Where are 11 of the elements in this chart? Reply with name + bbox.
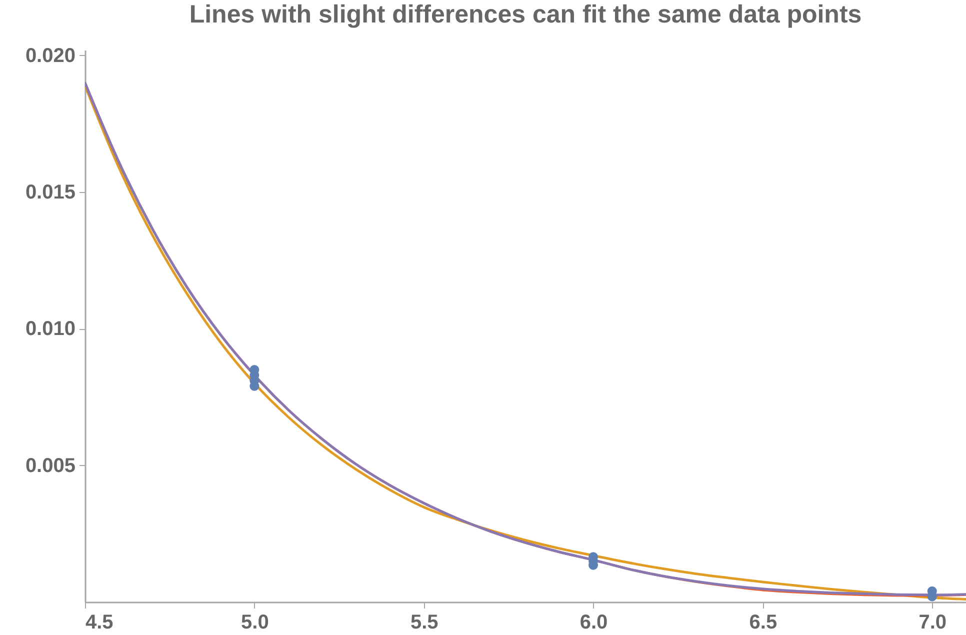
x-tick-label: 4.5	[86, 612, 114, 634]
x-tick-label: 6.0	[580, 612, 608, 634]
x-tick-label: 7.0	[918, 612, 947, 634]
y-tick-label: 0.005	[25, 454, 76, 477]
x-tick-label: 6.5	[749, 612, 778, 634]
y-tick-label: 0.010	[25, 318, 76, 340]
y-tick-label: 0.015	[25, 182, 76, 204]
x-tick-label: 5.0	[241, 612, 269, 634]
x-tick-label: 5.5	[410, 612, 438, 634]
chart-title: Lines with slight differences can fit the same data points	[189, 0, 862, 28]
y-tick-label: 0.020	[25, 44, 76, 67]
